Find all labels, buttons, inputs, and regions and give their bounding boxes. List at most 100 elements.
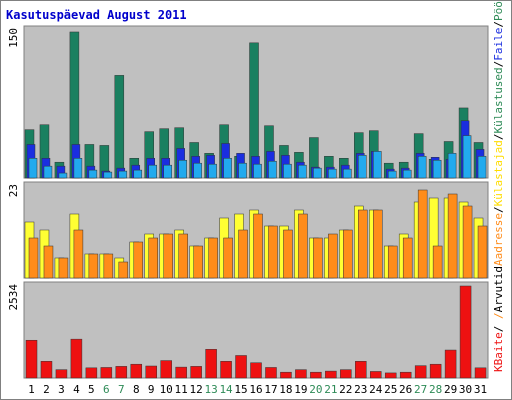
x-label-day-9: 9: [148, 383, 155, 396]
bar-kbytes-day-13: [205, 349, 217, 379]
bar-kbytes-day-18: [280, 371, 292, 379]
legend-poordumisi: Pöördumisi: [492, 0, 505, 21]
bar-visits-day-7: [114, 75, 125, 179]
bar-sites-day-6: [103, 253, 114, 279]
bar-sites-day-13: [208, 237, 218, 279]
bar-kbytes-day-21: [325, 370, 337, 379]
bar-hits-day-24: [373, 151, 382, 179]
bar-hits-day-16: [253, 163, 262, 179]
bar-hits-day-29: [447, 153, 457, 179]
panel-3-background: [23, 281, 489, 379]
x-label-day-19: 19: [294, 383, 307, 396]
x-label-day-23: 23: [354, 383, 367, 396]
bar-sites-day-3: [58, 257, 69, 279]
bar-kbytes-day-31: [474, 367, 487, 379]
bar-hits-day-9: [148, 164, 157, 179]
x-label-day-4: 4: [73, 383, 80, 396]
x-label-day-7: 7: [118, 383, 125, 396]
x-label-day-13: 13: [204, 383, 217, 396]
bar-hits-day-22: [343, 168, 352, 179]
legend-kulastused: Külastused: [492, 67, 505, 133]
x-label-day-28: 28: [429, 383, 442, 396]
bar-kbytes-day-4: [70, 338, 83, 379]
x-label-day-27: 27: [414, 383, 427, 396]
x-label-day-22: 22: [339, 383, 352, 396]
bar-sites-day-4: [73, 229, 84, 279]
bar-sites-day-27: [417, 189, 428, 279]
x-label-day-16: 16: [249, 383, 262, 396]
bar-hits-day-14: [223, 158, 232, 179]
bar-sites-day-22: [343, 229, 353, 279]
bar-hits-day-23: [358, 155, 367, 179]
bar-kbytes-day-1: [25, 339, 38, 379]
bar-hits-day-4: [73, 158, 83, 179]
x-label-day-25: 25: [384, 383, 397, 396]
x-label-day-17: 17: [264, 383, 277, 396]
bar-sites-day-24: [373, 209, 383, 279]
legend-aadresse: Aadresse: [492, 213, 505, 266]
bar-sites-day-14: [223, 237, 233, 279]
bar-sites-day-17: [268, 225, 278, 279]
x-label-day-20: 20: [309, 383, 322, 396]
bar-sites-day-23: [358, 209, 368, 279]
bar-kbytes-day-24: [370, 371, 382, 379]
bar-hits-day-18: [283, 163, 292, 179]
x-label-day-1: 1: [28, 383, 35, 396]
bar-kbytes-day-11: [175, 366, 187, 379]
bar-hits-day-2: [43, 165, 53, 179]
bar-sites-day-5: [88, 253, 99, 279]
bar-kbytes-day-14: [220, 361, 232, 379]
chart-legend: KBaite/ /ArvutidAadresse/Külastajad/Küla…: [492, 0, 505, 372]
bar-sites-day-10: [163, 233, 173, 279]
bar-kbytes-day-6: [100, 367, 113, 379]
bar-sites-day-26: [402, 237, 413, 279]
x-label-day-31: 31: [474, 383, 487, 396]
bar-kbytes-day-26: [399, 371, 412, 379]
bar-hits-day-8: [133, 169, 143, 179]
x-label-day-15: 15: [234, 383, 247, 396]
x-label-day-26: 26: [399, 383, 412, 396]
bar-hits-day-30: [462, 135, 472, 179]
x-label-day-18: 18: [279, 383, 292, 396]
bar-hits-day-26: [402, 169, 412, 179]
bar-hits-day-7: [118, 170, 128, 179]
x-label-day-21: 21: [324, 383, 337, 396]
bar-kbytes-day-17: [265, 367, 277, 379]
bar-kbytes-day-7: [115, 366, 128, 379]
bar-sites-day-25: [387, 245, 398, 279]
bar-kbytes-day-19: [295, 369, 307, 379]
bar-sites-day-16: [253, 213, 263, 279]
x-label-day-2: 2: [43, 383, 50, 396]
bar-hits-day-10: [163, 164, 172, 179]
bar-kbytes-day-12: [190, 366, 202, 379]
legend-kbaite-label: KBaite: [492, 332, 505, 372]
bar-hits-day-27: [417, 156, 427, 179]
x-label-day-24: 24: [369, 383, 383, 396]
bar-hits-day-5: [88, 169, 98, 179]
x-label-day-6: 6: [103, 383, 110, 396]
bar-kbytes-day-20: [310, 371, 322, 379]
panel-3-max-label: 2534: [7, 284, 20, 311]
bar-hits-day-25: [387, 170, 397, 179]
bar-hits-day-6: [103, 171, 113, 179]
bar-hits-day-13: [208, 163, 217, 179]
panel-2-max-label: 23: [7, 184, 20, 197]
panel-1-max-label: 150: [7, 28, 20, 48]
chart-title: Kasutuspäevad August 2011: [6, 8, 187, 22]
bar-kbytes-day-15: [235, 355, 247, 379]
x-label-day-12: 12: [190, 383, 203, 396]
bar-kbytes-day-10: [160, 360, 172, 379]
legend-kulastajad: Külastajad: [492, 140, 505, 206]
bar-kbytes-day-2: [40, 361, 53, 379]
bar-sites-day-19: [298, 213, 308, 279]
legend-faile: Faile: [492, 28, 505, 61]
bar-kbytes-day-23: [355, 361, 367, 379]
bar-sites-day-1: [28, 237, 39, 279]
bar-hits-day-17: [268, 160, 277, 179]
legend-arvutid: /: [492, 312, 505, 319]
x-label-day-30: 30: [459, 383, 472, 396]
bar-kbytes-day-29: [444, 349, 457, 379]
bar-sites-day-8: [133, 241, 144, 279]
bar-sites-day-20: [313, 237, 323, 279]
